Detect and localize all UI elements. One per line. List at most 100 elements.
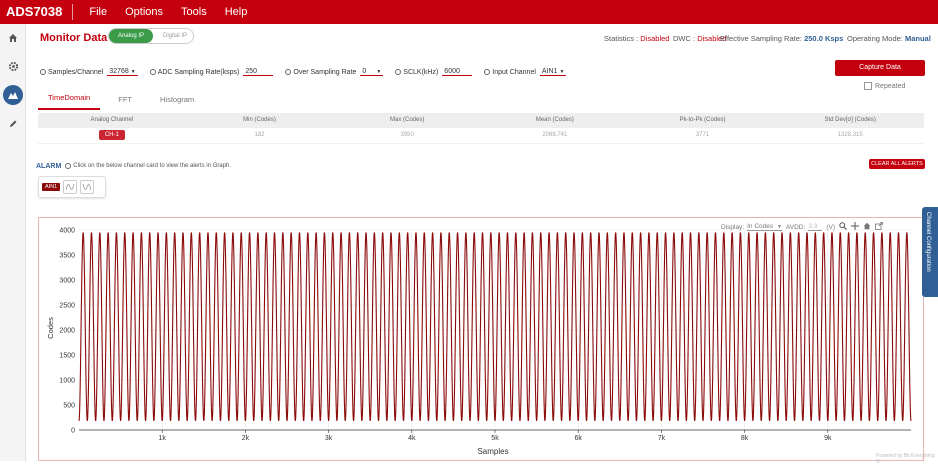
- table-row: CH-1 182 3950 2068.741 3771 1328.315: [38, 128, 924, 144]
- pencil-icon[interactable]: [5, 116, 21, 132]
- tab-histogram[interactable]: Histogram: [159, 95, 195, 104]
- capture-controls: Samples/Channel 32768 ▼ ADC Sampling Rate…: [40, 66, 578, 78]
- input-channel-control: Input Channel AIN1 ▼: [484, 68, 567, 76]
- page-title: Monitor Data: [40, 32, 108, 44]
- tab-timedomain[interactable]: TimeDomain: [38, 93, 101, 110]
- home-icon[interactable]: [863, 222, 871, 232]
- statistics-value: Disabled: [640, 34, 670, 43]
- x-tick-label: 2k: [242, 435, 250, 442]
- input-channel-select[interactable]: AIN1 ▼: [539, 68, 567, 76]
- view-tabs: TimeDomain FFT Histogram: [38, 88, 212, 110]
- x-tick-label: 6k: [574, 435, 582, 442]
- channel-configuration-tab[interactable]: Channel Configuration: [922, 207, 938, 297]
- display-label: Display:: [721, 223, 745, 231]
- input-mode-toggle[interactable]: Analog IP Digital IP: [108, 28, 194, 44]
- statistics-label: Statistics :: [604, 34, 639, 43]
- y-tick-label: 3500: [59, 253, 75, 260]
- info-icon[interactable]: [484, 69, 491, 75]
- cell-std-dev: 1328.315: [837, 132, 863, 138]
- x-tick-label: 7k: [658, 435, 666, 442]
- x-tick-label: 8k: [741, 435, 749, 442]
- x-tick-label: 4k: [408, 435, 416, 442]
- chevron-down-icon: ▼: [130, 69, 136, 75]
- gear-icon[interactable]: [5, 58, 21, 74]
- chevron-down-icon: ▼: [776, 224, 782, 230]
- repeated-option[interactable]: Repeated: [864, 82, 905, 90]
- menu-help[interactable]: Help: [224, 6, 248, 18]
- x-axis-label: Samples: [477, 447, 508, 456]
- y-tick-label: 1000: [59, 378, 75, 385]
- header-std-dev: Std Dev[σ] (Codes): [824, 117, 876, 123]
- tab-fft[interactable]: FFT: [118, 95, 132, 104]
- osr-select[interactable]: 0 ▼: [360, 68, 384, 76]
- y-tick-label: 2500: [59, 303, 75, 310]
- clear-all-alerts-button[interactable]: CLEAR ALL ALERTS: [869, 159, 925, 169]
- y-tick-label: 1500: [59, 353, 75, 360]
- pan-icon[interactable]: [850, 222, 859, 232]
- side-nav: [0, 24, 26, 461]
- falling-alert-icon[interactable]: [80, 180, 95, 194]
- rate-control: ADC Sampling Rate(ksps) 250: [149, 68, 274, 76]
- info-icon[interactable]: [285, 69, 292, 75]
- info-icon[interactable]: [40, 69, 46, 75]
- display-value: In Codes: [747, 223, 774, 230]
- sampling-value: 250.0 Ksps: [804, 34, 844, 43]
- alert-channel-tag: AIN1: [42, 183, 61, 191]
- info-icon[interactable]: [395, 69, 402, 75]
- repeated-label: Repeated: [875, 82, 906, 90]
- x-tick-label: 1k: [158, 435, 166, 442]
- dwc-value: Disabled: [697, 34, 727, 43]
- dwc-label: DWC :: [673, 34, 696, 43]
- samples-control: Samples/Channel 32768 ▼: [40, 68, 138, 76]
- header-mean: Mean (Codes): [535, 117, 574, 123]
- app-brand: ADS7038: [0, 4, 74, 20]
- rising-alert-icon[interactable]: [63, 180, 78, 194]
- alarm-title: ALARM: [36, 162, 62, 170]
- zoom-icon[interactable]: [839, 222, 847, 232]
- cell-min: 182: [254, 132, 265, 138]
- alarm-hint: Click on the below channel card to view …: [73, 163, 232, 169]
- y-axis-label: Codes: [46, 317, 55, 339]
- status-dwc: DWC : Disabled: [673, 34, 726, 43]
- avdd-input[interactable]: 3.3: [808, 223, 823, 231]
- menu-options[interactable]: Options: [125, 6, 164, 18]
- menu-file[interactable]: File: [89, 6, 108, 18]
- avdd-label: AVDD:: [785, 223, 806, 231]
- monitor-icon[interactable]: [3, 85, 23, 105]
- toggle-digital[interactable]: Digital IP: [162, 33, 187, 39]
- toggle-analog[interactable]: Analog IP: [109, 29, 153, 43]
- x-tick-label: 9k: [824, 435, 832, 442]
- sclk-label: SCLK(kHz): [403, 68, 439, 76]
- sclk-control: SCLK(kHz) 6000: [395, 68, 473, 76]
- y-tick-label: 0: [71, 428, 75, 435]
- samples-value: 32768: [109, 68, 129, 75]
- channel-alert-card[interactable]: AIN1: [38, 176, 106, 198]
- display-select[interactable]: In Codes ▼: [747, 223, 782, 231]
- mode-label: Operating Mode:: [847, 34, 903, 43]
- rate-input[interactable]: 250: [243, 68, 274, 76]
- osr-label: Over Sampling Rate: [293, 68, 357, 76]
- export-icon[interactable]: [875, 222, 883, 232]
- time-domain-chart-panel: Display: In Codes ▼ AVDD: 3.3 (V) 0 500 10…: [38, 217, 924, 461]
- samples-select[interactable]: 32768 ▼: [107, 68, 138, 76]
- repeated-checkbox[interactable]: [864, 82, 872, 90]
- footer-credit: Powered by Bit Everything ®: [876, 453, 935, 465]
- y-tick-label: 4000: [59, 228, 75, 235]
- header-channel: Analog Channel: [90, 117, 134, 123]
- menu-tools[interactable]: Tools: [181, 6, 207, 18]
- cell-channel: CH-1: [38, 128, 186, 143]
- info-icon[interactable]: [149, 69, 156, 75]
- chevron-down-icon: ▼: [559, 69, 565, 75]
- avdd-unit: (V): [826, 223, 835, 231]
- chevron-down-icon: ▼: [376, 69, 382, 75]
- osr-value: 0: [362, 68, 367, 75]
- home-icon[interactable]: [5, 30, 21, 46]
- x-tick-label: 5k: [491, 435, 499, 442]
- mode-value: Manual: [904, 34, 931, 43]
- alarm-section: ALARM Click on the below channel card to…: [36, 160, 231, 172]
- sclk-input[interactable]: 6000: [442, 68, 473, 76]
- header-max: Max (Codes): [390, 117, 425, 123]
- capture-data-button[interactable]: Capture Data: [835, 60, 925, 76]
- input-channel-value: AIN1: [541, 68, 558, 75]
- time-domain-chart[interactable]: 0 500 1000 1500 2000 2500 3000 3500 4000 1k 2k 3k 4k…: [39, 218, 923, 460]
